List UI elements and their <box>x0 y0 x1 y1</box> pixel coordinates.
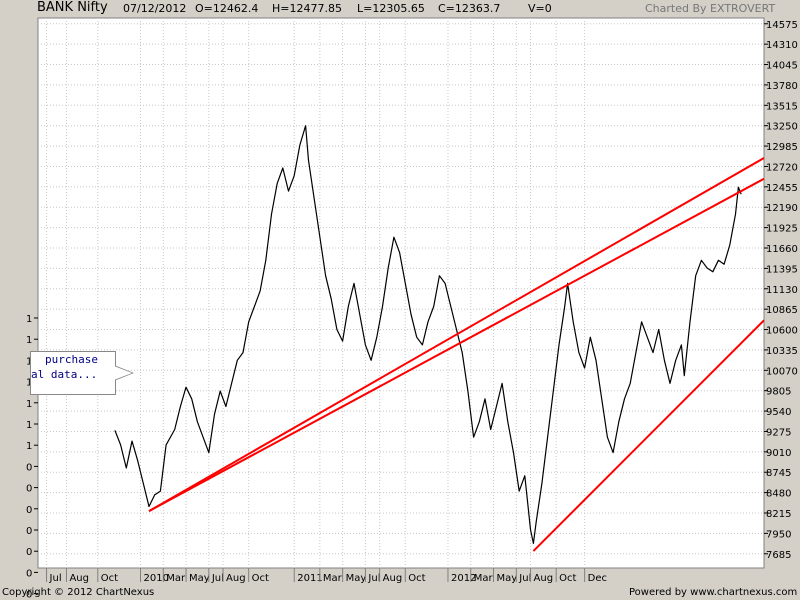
chart-footer: Copyright © 2012 ChartNexus Powered by w… <box>0 586 800 600</box>
x-tick-label: 2010 <box>143 573 168 584</box>
left-tick-label: 1 <box>26 399 32 410</box>
y-tick-label: 9010 <box>766 448 791 459</box>
volume-label: V=0 <box>528 2 552 15</box>
x-tick-label: Mar <box>474 573 494 584</box>
x-tick-label: May <box>346 573 367 584</box>
plot-area <box>37 17 765 569</box>
x-tick-label: Aug <box>69 573 89 584</box>
y-tick-label: 9540 <box>766 407 791 418</box>
y-tick-label: 7950 <box>766 529 791 540</box>
y-tick-label: 11660 <box>766 244 798 255</box>
y-tick-label: 13780 <box>766 81 798 92</box>
left-tick-label: 1 <box>26 420 32 431</box>
y-tick-label: 11925 <box>766 224 798 235</box>
x-tick-label: Jul <box>211 573 224 584</box>
y-tick-label: 7685 <box>766 550 791 561</box>
left-tick-label: 0 <box>26 590 32 600</box>
x-tick-label: May <box>189 573 210 584</box>
y-tick-label: 14310 <box>766 40 798 51</box>
y-tick-label: 14575 <box>766 20 798 31</box>
y-tick-label: 8745 <box>766 468 791 479</box>
y-tick-label: 8215 <box>766 509 791 520</box>
low-label: L=12305.65 <box>357 2 425 15</box>
symbol-label: BANK Nifty <box>37 0 108 15</box>
x-tick-label: Oct <box>101 573 118 584</box>
high-label: H=12477.85 <box>272 2 342 15</box>
y-tick-label: 13250 <box>766 122 798 133</box>
date-label: 07/12/2012 <box>123 2 187 15</box>
note-line-1: purchase <box>45 353 98 366</box>
open-label: O=12462.4 <box>195 2 259 15</box>
left-tick-label: 1 <box>26 378 32 389</box>
x-tick-label: 2011 <box>297 573 322 584</box>
trendline-1 <box>148 177 765 512</box>
trendline-3 <box>532 319 765 552</box>
x-tick-label: Aug <box>383 573 403 584</box>
y-tick-label: 12455 <box>766 183 798 194</box>
x-tick-label: Jul <box>518 573 531 584</box>
right-axis: 14575 14310 14045 13780 13515 13250 12985 12720… <box>764 20 798 561</box>
y-tick-label: 12720 <box>766 162 798 173</box>
x-tick-label: Aug <box>226 573 246 584</box>
y-tick-label: 11130 <box>766 285 798 296</box>
x-tick-label: Oct <box>559 573 576 584</box>
left-tick-label: 0 <box>26 568 32 579</box>
close-label: C=12363.7 <box>438 2 501 15</box>
left-tick-label: 1 <box>26 335 32 346</box>
left-tick-label: 1 <box>26 356 32 367</box>
y-tick-label: 12985 <box>766 142 798 153</box>
trendlines <box>148 157 765 552</box>
price-series <box>114 125 742 545</box>
y-tick-label: 14045 <box>766 61 798 72</box>
left-tick-label: 0 <box>26 484 32 495</box>
y-tick-label: 11395 <box>766 264 798 275</box>
x-tick-label: Jul <box>367 573 380 584</box>
y-tick-label: 8480 <box>766 489 791 500</box>
y-tick-label: 10335 <box>766 346 798 357</box>
purchase-data-note[interactable]: purchase al data... <box>30 351 116 395</box>
x-tick-label: May <box>497 573 518 584</box>
price-line <box>114 125 742 545</box>
charted-by-label: Charted By EXTROVERT <box>645 2 776 15</box>
y-tick-label: 10600 <box>766 326 798 337</box>
note-pointer <box>114 366 132 380</box>
left-tick-label: 1 <box>26 314 32 325</box>
y-tick-label: 9805 <box>766 387 791 398</box>
left-tick-label: 0 <box>26 462 32 473</box>
y-tick-label: 10865 <box>766 305 798 316</box>
left-tick-label: 0 <box>26 547 32 558</box>
y-tick-label: 13515 <box>766 101 798 112</box>
note-line-2: al data... <box>31 368 98 381</box>
x-tick-label: Oct <box>252 573 269 584</box>
left-tick-label: 1 <box>26 441 32 452</box>
x-tick-label: Mar <box>166 573 186 584</box>
x-tick-label: Mar <box>323 573 343 584</box>
y-tick-label: 10070 <box>766 366 798 377</box>
x-tick-label: Oct <box>408 573 425 584</box>
copyright-label: Copyright © 2012 ChartNexus <box>2 587 155 598</box>
chart-header: BANK Nifty 07/12/2012 O=12462.4 H=12477.… <box>0 0 800 16</box>
left-tick-label: 0 <box>26 505 32 516</box>
left-tick-label: 0 <box>26 526 32 537</box>
trendline-2 <box>148 157 765 512</box>
y-tick-label: 12190 <box>766 203 798 214</box>
x-tick-label: Aug <box>534 573 554 584</box>
x-tick-label: 2012 <box>451 573 476 584</box>
y-tick-label: 9275 <box>766 427 791 438</box>
left-axis: 1 1 1 1 1 1 1 0 0 0 0 0 0 0 <box>26 314 38 600</box>
x-tick-label: Jul <box>49 573 62 584</box>
powered-by-label: Powered by www.chartnexus.com <box>629 587 798 598</box>
x-tick-label: Dec <box>588 573 607 584</box>
